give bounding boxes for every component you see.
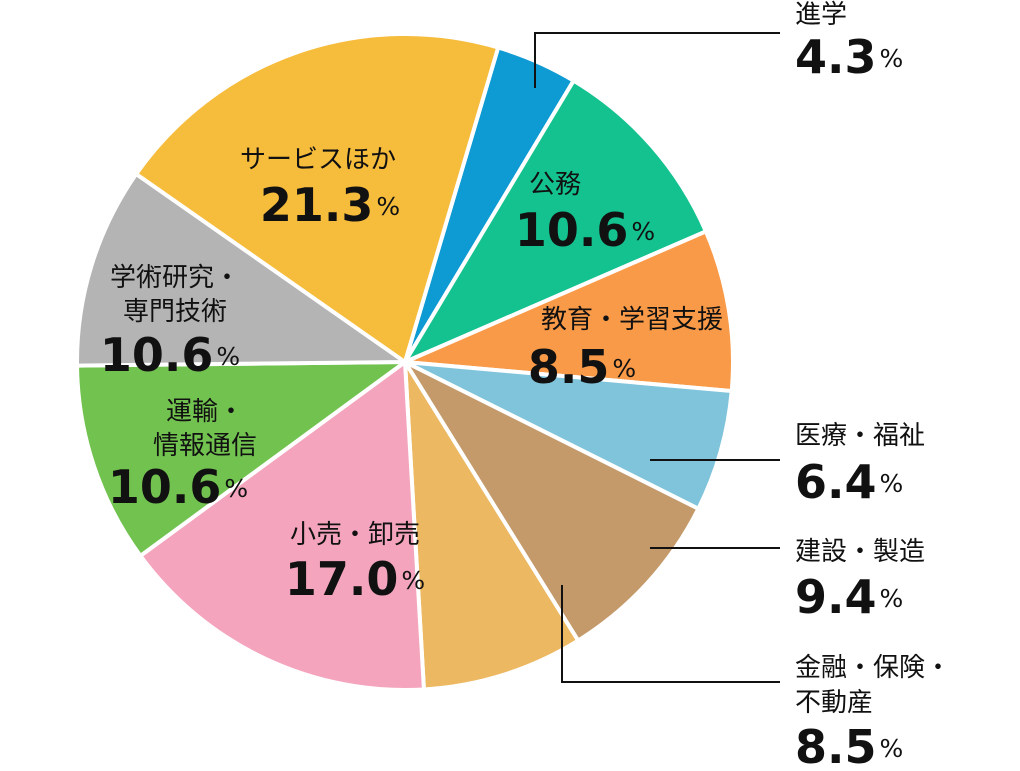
value-unit: % xyxy=(401,566,425,595)
label-line: 医療・福祉 xyxy=(795,421,925,451)
slice-label: 学術研究・専門技術 xyxy=(110,263,240,327)
label-line: 教育・学習支援 xyxy=(541,305,723,335)
value-unit: % xyxy=(880,734,904,763)
slice-label: 建設・製造 xyxy=(795,537,925,567)
label-line: 公務 xyxy=(529,170,581,200)
value-number: 10.6 xyxy=(108,460,222,514)
slice-label: 小売・卸売 xyxy=(290,520,420,550)
slice-label: 運輸・情報通信 xyxy=(153,397,257,461)
value-label: 8.5% xyxy=(795,720,903,771)
value-label: 10.6% xyxy=(100,328,240,382)
value-unit: % xyxy=(376,192,400,221)
pie-slice xyxy=(400,77,709,367)
value-unit: % xyxy=(880,469,904,498)
value-number: 8.5 xyxy=(795,720,877,771)
pie-slice xyxy=(75,171,412,368)
slice-label: サービスほか xyxy=(240,145,396,175)
value-number: 9.4 xyxy=(795,570,877,624)
slice-label: 金融・保険・不動産 xyxy=(795,653,951,718)
value-unit: % xyxy=(880,584,904,613)
pie-slice xyxy=(404,228,735,394)
label-line: 建設・製造 xyxy=(795,537,925,567)
slice-label: 医療・福祉 xyxy=(795,421,925,451)
value-unit: % xyxy=(216,342,240,371)
value-unit: % xyxy=(612,354,636,383)
value-label: 17.0% xyxy=(285,552,425,606)
label-line: 学術研究・ xyxy=(110,263,240,293)
value-number: 6.4 xyxy=(795,455,877,509)
pie-slice xyxy=(404,360,734,512)
value-unit: % xyxy=(880,44,904,73)
value-number: 21.3 xyxy=(260,178,374,232)
label-line: 不動産 xyxy=(795,688,873,718)
value-label: 6.4% xyxy=(795,455,903,509)
slice-label: 教育・学習支援 xyxy=(541,305,723,335)
label-line: 専門技術 xyxy=(123,297,227,327)
slice-label: 公務 xyxy=(529,170,581,200)
slice-label: 進学 xyxy=(795,0,847,30)
value-number: 17.0 xyxy=(285,552,399,606)
value-unit: % xyxy=(631,217,655,246)
pie-slice xyxy=(403,360,581,692)
value-label: 9.4% xyxy=(795,570,903,624)
leader-line xyxy=(561,585,780,683)
label-line: 情報通信 xyxy=(153,431,257,461)
label-line: 進学 xyxy=(795,0,847,30)
value-label: 8.5% xyxy=(528,340,636,394)
pie-slice xyxy=(137,358,427,692)
pie-slice xyxy=(133,32,501,366)
label-line: 金融・保険・ xyxy=(795,653,951,683)
value-label: 21.3% xyxy=(260,178,400,232)
value-number: 4.3 xyxy=(795,30,877,84)
value-number: 10.6 xyxy=(515,203,629,257)
value-label: 10.6% xyxy=(108,460,248,514)
value-label: 10.6% xyxy=(515,203,655,257)
value-number: 8.5 xyxy=(528,340,610,394)
pie-slice xyxy=(74,359,412,559)
label-line: 運輸・ xyxy=(166,397,244,427)
label-line: サービスほか xyxy=(240,145,396,175)
label-line: 小売・卸売 xyxy=(290,520,420,550)
leader-line xyxy=(534,32,780,88)
value-number: 10.6 xyxy=(100,328,214,382)
pie-slice xyxy=(399,357,702,644)
value-label: 4.3% xyxy=(795,30,903,84)
value-unit: % xyxy=(224,474,248,503)
